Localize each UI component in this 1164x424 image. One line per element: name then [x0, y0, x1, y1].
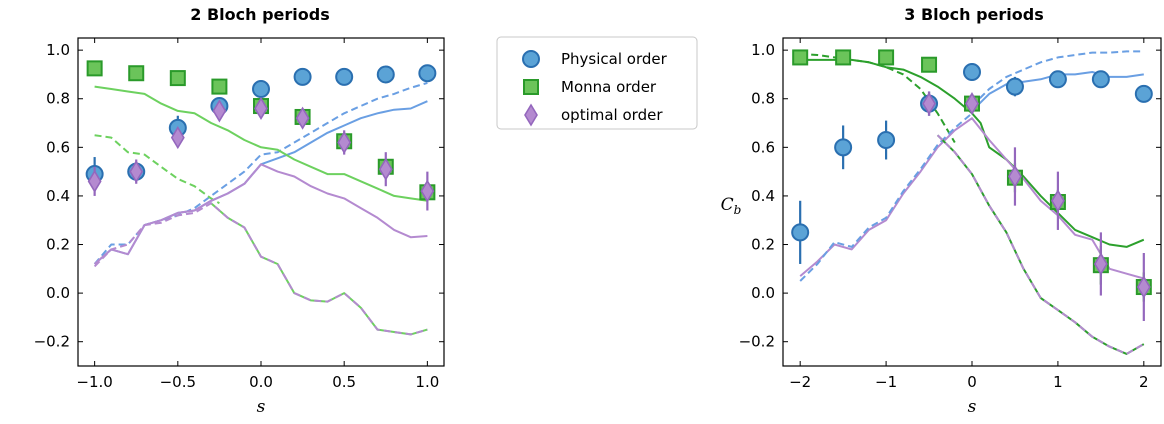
x-tick-label: 0	[967, 373, 977, 391]
data-point	[877, 131, 896, 150]
series-line-6	[93, 202, 428, 336]
data-point	[129, 160, 144, 184]
legend-label: Physical order	[561, 50, 668, 68]
data-point	[295, 106, 310, 130]
data-point	[376, 65, 395, 84]
series-line-0	[93, 100, 428, 265]
x-tick-label: 0.0	[249, 373, 273, 391]
legend-marker-square	[523, 79, 539, 95]
series-points	[85, 60, 437, 211]
y-tick-label: 0.8	[751, 90, 775, 108]
data-point	[1048, 70, 1067, 89]
chart-title: 2 Bloch periods	[190, 5, 329, 24]
data-point	[835, 49, 852, 66]
data-point	[420, 179, 435, 203]
series-line-4	[799, 117, 1145, 280]
data-point	[252, 80, 270, 99]
y-tick-label: 0.6	[46, 138, 70, 156]
x-tick-label: −1	[875, 373, 897, 391]
series-line-1	[93, 81, 428, 265]
x-axis-label: s	[968, 397, 977, 417]
legend-box	[496, 36, 698, 130]
series-line-5	[799, 112, 973, 282]
data-point	[963, 63, 981, 82]
legend: Physical order Monna order optimal order	[496, 36, 698, 130]
data-point	[791, 223, 810, 242]
series-lines	[93, 81, 428, 336]
data-point	[1050, 189, 1065, 213]
series-points	[791, 49, 1153, 322]
y-tick-label: 0.6	[751, 138, 775, 156]
data-point	[792, 49, 809, 66]
series-line-4	[93, 163, 428, 265]
data-point	[169, 70, 186, 87]
y-tick-label: 0.8	[46, 90, 70, 108]
x-tick-label: −0.5	[160, 373, 196, 391]
legend-marker-circle	[522, 50, 540, 68]
data-point	[170, 126, 185, 150]
x-tick-label: 1.0	[415, 373, 439, 391]
data-point	[1093, 252, 1108, 276]
data-point	[212, 99, 227, 123]
data-point	[254, 96, 268, 121]
legend-marker-diamond	[524, 103, 538, 127]
data-point	[87, 169, 102, 193]
data-point	[965, 92, 979, 116]
data-point	[337, 130, 352, 155]
data-point	[418, 64, 437, 83]
data-point	[922, 92, 936, 116]
y-tick-label: 0.2	[751, 236, 775, 254]
y-tick-label: 1.0	[46, 41, 70, 59]
x-tick-label: 0.5	[332, 373, 356, 391]
legend-label: optimal order	[561, 106, 663, 124]
series-line-2	[94, 85, 428, 202]
panel-3-bloch-periods: 3 Bloch periods −2 −1 0 1 2 −0.2 0.0 0.2 0.4 0.6 0…	[721, 5, 1162, 417]
x-axis-label: s	[257, 397, 266, 417]
data-point	[921, 56, 938, 73]
data-point	[335, 67, 354, 86]
data-point	[378, 157, 393, 181]
series-line-7	[936, 134, 1145, 355]
x-tick-label: −1.0	[76, 373, 112, 391]
x-tick-label: 2	[1139, 373, 1149, 391]
series-line-2	[800, 58, 1145, 248]
y-tick-label: −0.2	[34, 333, 70, 351]
series-line-3	[94, 134, 220, 205]
y-tick-label: 0.0	[46, 284, 70, 302]
panel-2-bloch-periods: 2 Bloch periods −1.0 −0.5 0.0 0.5 1.0 −0.2 0.0…	[34, 5, 445, 417]
legend-label: Monna order	[561, 78, 657, 96]
axis-ticks: −1.0 −0.5 0.0 0.5 1.0 −0.2 0.0 0.2 0.4 0.6 0.8 1.0	[34, 38, 444, 391]
data-point	[1136, 275, 1151, 299]
data-point	[1091, 70, 1110, 89]
axis-ticks: −2 −1 0 1 2 −0.2 0.0 0.2 0.4 0.6 0.8 1.0	[739, 38, 1161, 391]
data-point	[878, 49, 895, 66]
legend-entries: Physical order Monna order optimal order	[522, 50, 668, 127]
y-axis-label: Cb	[721, 195, 742, 217]
y-tick-label: 0.2	[46, 236, 70, 254]
data-point	[834, 138, 853, 157]
data-point	[293, 67, 312, 86]
y-tick-label: 0.0	[751, 284, 775, 302]
data-point	[1008, 164, 1022, 189]
x-tick-label: −2	[789, 373, 811, 391]
chart-title: 3 Bloch periods	[904, 5, 1043, 24]
x-tick-label: 1	[1053, 373, 1063, 391]
data-point	[211, 78, 228, 95]
y-tick-label: 1.0	[751, 41, 775, 59]
series-line-1	[971, 50, 1144, 107]
y-tick-label: 0.4	[46, 187, 70, 205]
data-point	[1134, 84, 1153, 103]
series-line-5	[210, 202, 428, 336]
y-tick-label: −0.2	[739, 333, 775, 351]
y-tick-label: 0.4	[751, 187, 775, 205]
data-point	[128, 65, 145, 82]
data-point	[86, 60, 103, 77]
data-point	[1005, 77, 1024, 96]
